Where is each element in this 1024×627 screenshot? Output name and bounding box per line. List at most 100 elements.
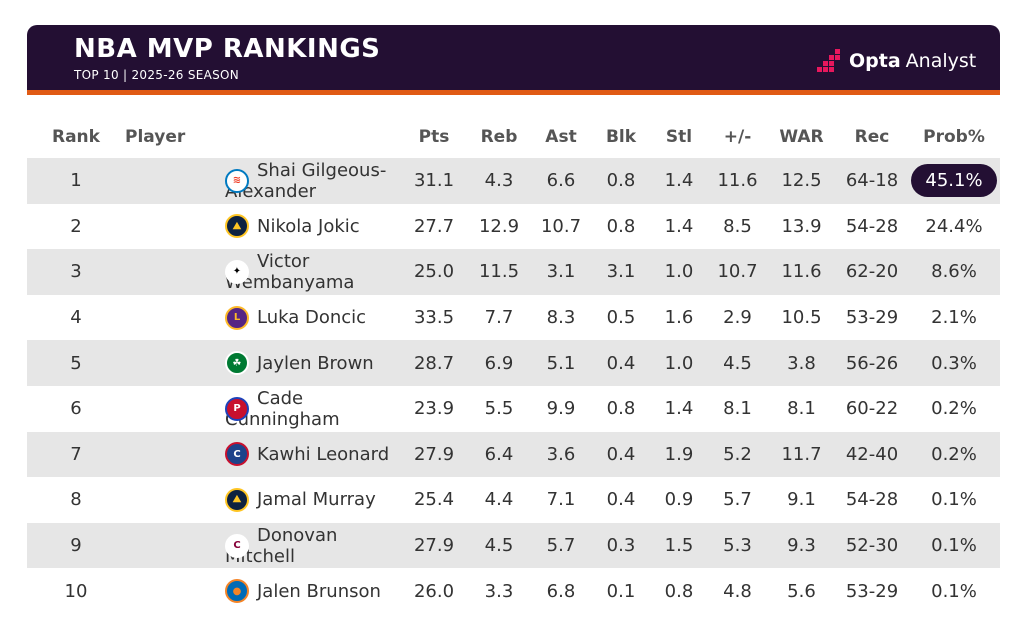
cell-rank: 8 [27, 477, 125, 523]
cell-stl: 1.4 [650, 385, 708, 432]
opta-dots-icon [817, 49, 840, 72]
col-header-reb: Reb [480, 127, 518, 147]
cell-war: 5.6 [767, 568, 836, 614]
table-row: 8 ⛰ Jamal Murray 25.4 4.4 7.1 0.4 0.9 5.7 9.1 54-2… [27, 477, 1000, 523]
cell-rec: 62-20 [836, 249, 908, 295]
cell-ast: 3.1 [530, 249, 592, 295]
player-name: Shai Gilgeous-Alexander [225, 159, 387, 202]
cell-plus-minus: 2.9 [708, 294, 767, 341]
col-header-prob: Prob% [923, 127, 985, 147]
cell-rank: 10 [27, 568, 125, 614]
cell-reb: 3.3 [468, 568, 530, 614]
player-name: Jamal Murray [257, 489, 376, 511]
page-subtitle: TOP 10 | 2025-26 SEASON [74, 68, 240, 82]
player-name: Kawhi Leonard [257, 443, 390, 465]
pistons-logo-icon: P [225, 396, 249, 421]
nuggets-logo-icon: ⛰ [225, 214, 249, 239]
page-title: NBA MVP RANKINGS [74, 34, 381, 64]
cell-pts: 27.9 [400, 431, 468, 478]
cell-rank: 4 [27, 294, 125, 341]
cavaliers-logo-icon: C [225, 533, 249, 558]
cell-reb: 4.3 [468, 158, 530, 204]
cell-pts: 28.7 [400, 340, 468, 386]
cell-pts: 31.1 [400, 158, 468, 204]
cell-stl: 0.9 [650, 477, 708, 523]
cell-ast: 5.1 [530, 340, 592, 386]
table-row: 4 L Luka Doncic 33.5 7.7 8.3 0.5 1.6 2.9 10.5 53-2… [27, 294, 1000, 341]
cell-blk: 0.4 [592, 340, 650, 386]
top-prob-badge: 45.1% [911, 164, 997, 198]
lakers-logo-icon: L [225, 305, 249, 330]
thunder-logo-icon: ≋ [225, 168, 249, 193]
cell-rec: 64-18 [836, 158, 908, 204]
cell-rec: 52-30 [836, 522, 908, 569]
cell-war: 10.5 [767, 294, 836, 341]
cell-stl: 1.5 [650, 522, 708, 569]
table-header-row: Rank Player Pts Reb Ast Blk Stl +/- WAR … [27, 116, 1000, 158]
cell-ast: 5.7 [530, 522, 592, 569]
cell-reb: 4.4 [468, 477, 530, 523]
cell-reb: 12.9 [468, 203, 530, 250]
spurs-logo-icon: ✦ [225, 259, 249, 284]
player-name: Luka Doncic [257, 307, 367, 329]
cell-war: 13.9 [767, 203, 836, 250]
table-row: 1 ≋ Shai Gilgeous-Alexander 31.1 4.3 6.6 0.8 1.… [27, 158, 1000, 204]
cell-rec: 54-28 [836, 477, 908, 523]
cell-pts: 25.0 [400, 249, 468, 295]
cell-rec: 53-29 [836, 294, 908, 341]
cell-player: ✦ Victor Wembanyama [125, 249, 400, 295]
cell-plus-minus: 4.8 [708, 568, 767, 614]
table-row: 6 P Cade Cunningham 23.9 5.5 9.9 0.8 1.4 8.1 8.1 6… [27, 385, 1000, 432]
cell-player: L Luka Doncic [125, 294, 400, 341]
cell-plus-minus: 5.7 [708, 477, 767, 523]
cell-prob: 0.1% [908, 522, 1000, 569]
cell-blk: 3.1 [592, 249, 650, 295]
player-name: Jalen Brunson [257, 580, 381, 602]
cell-player: C Kawhi Leonard [125, 431, 400, 478]
cell-plus-minus: 5.3 [708, 522, 767, 569]
cell-war: 9.3 [767, 522, 836, 569]
cell-war: 3.8 [767, 340, 836, 386]
col-header-plus-minus: +/- [723, 127, 752, 147]
cell-reb: 7.7 [468, 294, 530, 341]
brand-name-bold: Opta [849, 50, 901, 72]
cell-reb: 11.5 [468, 249, 530, 295]
cell-prob: 0.2% [908, 431, 1000, 478]
cell-war: 12.5 [767, 158, 836, 204]
cell-ast: 6.6 [530, 158, 592, 204]
cell-war: 9.1 [767, 477, 836, 523]
cell-prob: 45.1% [908, 158, 1000, 204]
cell-ast: 8.3 [530, 294, 592, 341]
cell-reb: 6.9 [468, 340, 530, 386]
nuggets-logo-icon: ⛰ [225, 487, 249, 512]
cell-plus-minus: 5.2 [708, 431, 767, 478]
cell-war: 11.7 [767, 431, 836, 478]
cell-rank: 1 [27, 158, 125, 204]
cell-player: ⛰ Jamal Murray [125, 477, 400, 523]
cell-blk: 0.8 [592, 158, 650, 204]
cell-ast: 7.1 [530, 477, 592, 523]
table-row: 2 ⛰ Nikola Jokic 27.7 12.9 10.7 0.8 1.4 8.5 13.9 5… [27, 203, 1000, 250]
brand-name-light: Analyst [905, 50, 977, 72]
cell-prob: 0.3% [908, 340, 1000, 386]
cell-rec: 56-26 [836, 340, 908, 386]
col-header-rec: Rec [854, 127, 890, 147]
player-name: Jaylen Brown [257, 352, 374, 374]
cell-player: ⛰ Nikola Jokic [125, 203, 400, 250]
cell-stl: 1.9 [650, 431, 708, 478]
table-row: 10 ● Jalen Brunson 26.0 3.3 6.8 0.1 0.8 4.8 5.6 53… [27, 568, 1000, 614]
cell-prob: 0.1% [908, 568, 1000, 614]
cell-pts: 27.9 [400, 522, 468, 569]
cell-blk: 0.4 [592, 431, 650, 478]
clippers-logo-icon: C [225, 442, 249, 467]
cell-reb: 5.5 [468, 385, 530, 432]
cell-player: ☘ Jaylen Brown [125, 340, 400, 386]
cell-plus-minus: 10.7 [708, 249, 767, 295]
cell-ast: 9.9 [530, 385, 592, 432]
cell-player: ≋ Shai Gilgeous-Alexander [125, 158, 400, 204]
cell-plus-minus: 8.1 [708, 385, 767, 432]
cell-pts: 27.7 [400, 203, 468, 250]
cell-player: P Cade Cunningham [125, 385, 400, 432]
cell-reb: 4.5 [468, 522, 530, 569]
cell-rank: 5 [27, 340, 125, 386]
